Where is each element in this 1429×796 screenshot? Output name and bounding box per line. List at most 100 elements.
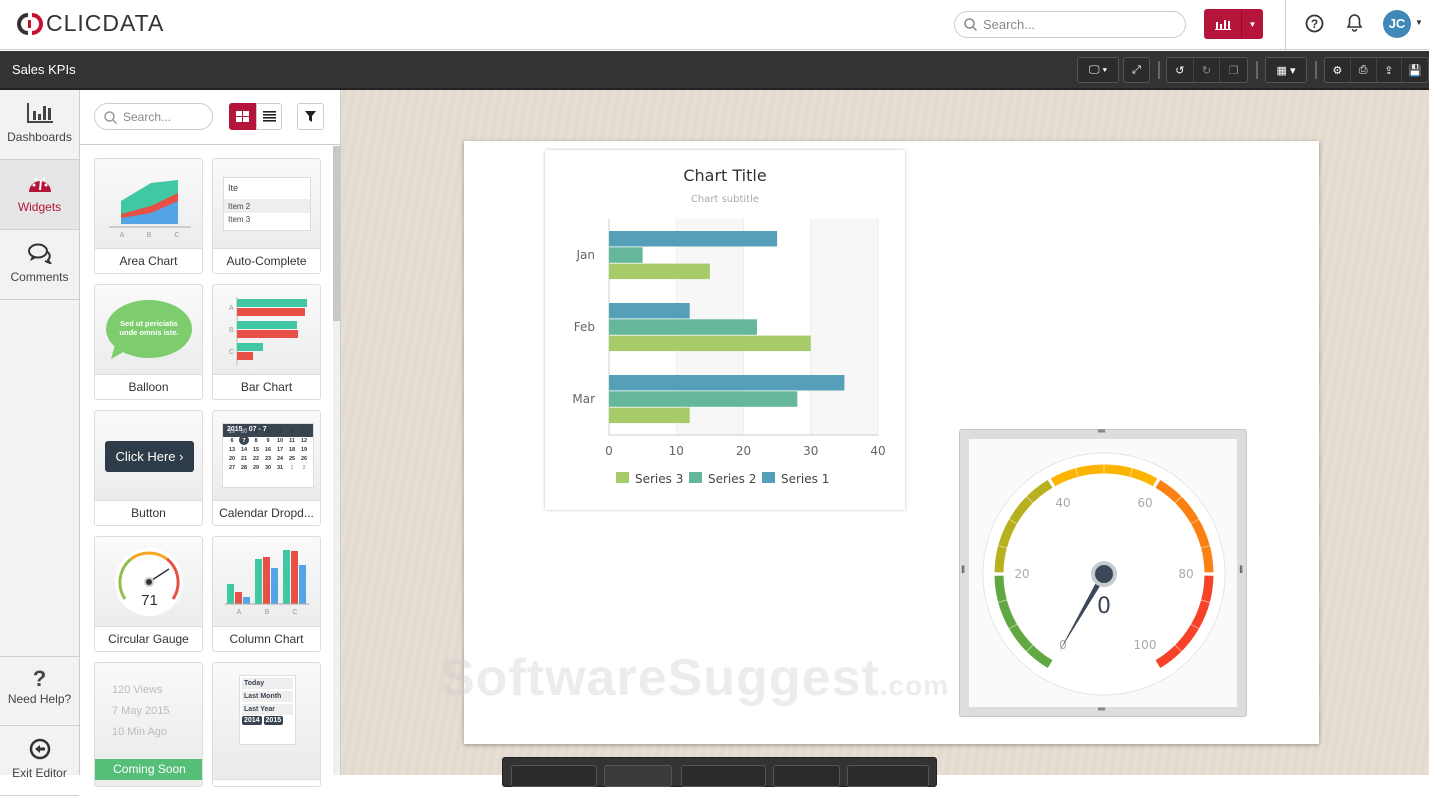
redo-button[interactable]: ↻ [1194, 58, 1221, 82]
legend-label: Series 2 [708, 472, 756, 486]
gauge-minor-tick [1008, 518, 1018, 525]
bar-series-3 [609, 407, 690, 424]
widget-calendar-dropdown[interactable]: 2015 - 07 - 7 29 30 1 2 3 4 5 6 7 8 9 10 11 12 13 14 15 1… [212, 410, 321, 526]
balloon-preview [106, 300, 192, 359]
publish-button[interactable]: ⇪ [1377, 58, 1403, 82]
search-input[interactable]: Search... [954, 11, 1186, 38]
print-button[interactable]: ⎙ [1351, 58, 1377, 82]
svg-text:14: 14 [241, 447, 248, 453]
resize-handle-bottom[interactable]: ═ [1098, 704, 1106, 715]
svg-text:?: ? [1311, 17, 1318, 31]
grid-view-button[interactable] [229, 103, 256, 130]
gauge-minor-tick [1190, 623, 1200, 630]
legend-swatch [689, 472, 702, 483]
widget-panel-scrollbar[interactable] [333, 146, 340, 775]
widget-button[interactable]: Click Here › Button [94, 410, 203, 526]
x-tick-label: 30 [803, 444, 818, 458]
bar-chart-widget[interactable]: Chart Title Chart subtitle 0 10 20 30 40 Jan F… [545, 150, 905, 510]
caret-down-icon[interactable]: ▼ [1415, 18, 1423, 27]
actions-tab-button[interactable] [847, 765, 929, 787]
resize-handle-top[interactable]: ═ [1098, 426, 1106, 437]
search-icon [104, 111, 117, 124]
help-icon[interactable]: ? [1305, 14, 1324, 33]
coming-soon-badge: Coming Soon [95, 759, 202, 780]
arrange-tab-button[interactable] [681, 765, 766, 787]
bar-series-1 [609, 303, 690, 319]
bar-chart-svg: Chart Title Chart subtitle 0 10 20 30 40 Jan F… [572, 166, 885, 486]
avatar[interactable]: JC [1383, 10, 1411, 38]
x-tick-label: 40 [870, 444, 885, 458]
svg-text:1: 1 [254, 429, 257, 435]
left-nav: Dashboards Widgets Comments ? Need Help?… [0, 90, 80, 796]
widget-dashboard-stats[interactable]: 120 Views 7 May 2015 10 Min Ago Coming S… [94, 662, 203, 787]
svg-text:2: 2 [302, 465, 305, 471]
question-icon: ? [32, 666, 47, 691]
scrollbar-thumb[interactable] [333, 146, 340, 321]
paste-button[interactable]: ❐ [1228, 64, 1239, 77]
column-chart-preview: A B C [225, 550, 309, 616]
undo-button[interactable]: ↺ [1167, 58, 1194, 82]
divider [1256, 61, 1258, 79]
widget-date-range-picker[interactable]: Today Last Month Last Year 2014 2015 Dat… [212, 662, 321, 787]
svg-text:31: 31 [277, 465, 283, 471]
exit-editor-button[interactable]: Exit Editor [0, 726, 79, 796]
format-tab-button[interactable] [773, 765, 840, 787]
properties-tab-button[interactable] [511, 765, 597, 787]
gauge-minor-tick [1190, 518, 1200, 525]
gauge-value: 0 [1097, 594, 1111, 619]
chart-subtitle: Chart subtitle [691, 194, 759, 205]
fullscreen-button[interactable]: ⤢ [1123, 57, 1150, 83]
svg-text:25: 25 [289, 456, 295, 462]
add-dashboard-button[interactable]: ▼ [1204, 9, 1263, 39]
resize-handle-right[interactable]: ‖ [1239, 565, 1244, 576]
legend-label: Series 1 [781, 472, 829, 486]
svg-text:16: 16 [265, 447, 271, 453]
settings-button[interactable]: ⚙ [1325, 58, 1351, 82]
bar-chart-icon [26, 103, 53, 123]
bar-series-2 [609, 247, 643, 263]
svg-text:3: 3 [278, 429, 281, 435]
widget-circular-gauge[interactable]: 71 Circular Gauge [94, 536, 203, 652]
save-button[interactable]: 💾 [1408, 64, 1422, 77]
nav-item-widgets[interactable]: Widgets [0, 160, 79, 230]
formula-tab-button[interactable] [604, 765, 672, 787]
list-icon [262, 111, 276, 122]
gauge-preview [115, 548, 183, 616]
gauge-minor-tick [997, 545, 1008, 549]
plot-band [810, 219, 878, 435]
grid-icon [236, 111, 249, 122]
resize-handle-left[interactable]: ‖ [961, 565, 966, 576]
caret-down-icon[interactable]: ▼ [1248, 19, 1257, 29]
svg-text:19: 19 [301, 447, 307, 453]
svg-text:29: 29 [229, 429, 235, 435]
svg-text:10: 10 [277, 438, 283, 444]
list-view-button[interactable] [256, 103, 282, 130]
widget-panel-header [80, 90, 340, 145]
bar-series-2 [609, 319, 757, 335]
gauge-widget-frame[interactable]: ═ ═ ‖ ‖ 0204060801000 [959, 426, 1247, 717]
gauge-minor-tick [1174, 644, 1183, 653]
chart-title: Chart Title [683, 166, 766, 185]
svg-text:A: A [229, 305, 234, 312]
widget-search-input[interactable]: Search... [94, 103, 213, 130]
need-help-button[interactable]: ? Need Help? [0, 656, 79, 726]
bell-icon[interactable] [1346, 13, 1363, 33]
widget-balloon[interactable]: Sed ut periciatis unde omnis iste. Ballo… [94, 284, 203, 400]
x-tick-label: 10 [669, 444, 684, 458]
nav-item-comments[interactable]: Comments [0, 230, 79, 300]
clicdata-logo[interactable]: CLICDATA [16, 10, 164, 37]
widget-auto-complete[interactable]: Ite Item 2 Item 3 Auto-Complete [212, 158, 321, 274]
screen-size-button[interactable]: 🖵 ▾ [1077, 57, 1119, 83]
filter-button[interactable] [297, 103, 324, 130]
gauge-minor-tick [1200, 545, 1211, 549]
nav-item-dashboards[interactable]: Dashboards [0, 90, 79, 160]
svg-text:A: A [237, 609, 242, 616]
svg-text:23: 23 [265, 456, 271, 462]
layout-grid-button[interactable]: ▦ ▾ [1265, 57, 1307, 83]
gauge-tick-label: 100 [1134, 638, 1157, 652]
